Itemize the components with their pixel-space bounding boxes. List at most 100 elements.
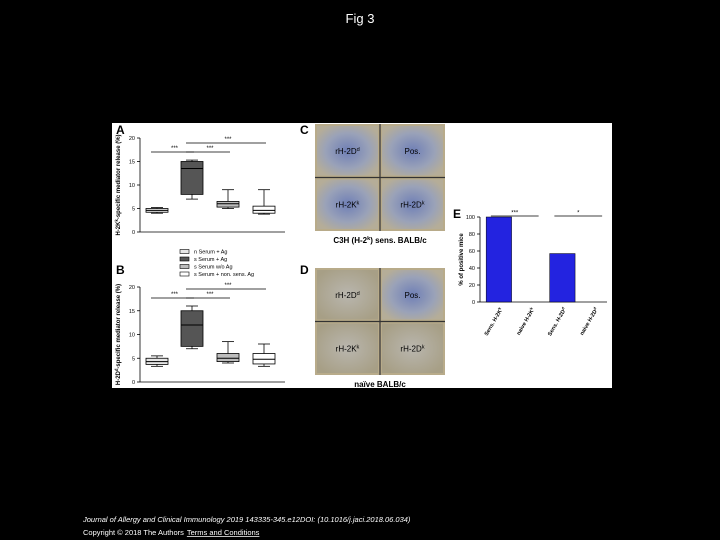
well-label-base: rH-2D (335, 147, 357, 156)
photo-caption-base: naïve BALB/c (354, 380, 406, 389)
y-tick-label: 0 (132, 380, 135, 386)
y-axis-label: % of positive mice (459, 233, 465, 286)
panel-label: D (300, 263, 309, 277)
well-label-base: Pos. (404, 291, 420, 300)
box (216, 353, 240, 362)
membrane-well (382, 323, 443, 373)
well-label-base: rH-2D (400, 344, 422, 353)
panel-label: E (453, 207, 461, 221)
bar (485, 216, 512, 303)
well-label: rH-2Dd (335, 291, 359, 300)
significance-label: *** (171, 146, 179, 152)
well-label: rH-2Kk (336, 200, 360, 209)
y-tick-label: 20 (469, 283, 475, 289)
copyright-text: Copyright © 2018 The Authors (83, 528, 184, 537)
box (180, 310, 204, 347)
well-label-base: rH-2D (400, 200, 422, 209)
legend-label: s Serum + Ag (194, 257, 227, 263)
membrane-well (317, 270, 378, 320)
well-label-base: rH-2K (336, 344, 358, 353)
box (252, 205, 276, 214)
well-label: Pos. (404, 147, 420, 156)
journal-citation: Journal of Allergy and Clinical Immunolo… (82, 515, 411, 524)
y-tick-label: 15 (129, 160, 135, 166)
legend-swatch (179, 264, 190, 269)
x-tick-label-sup: k (497, 306, 502, 311)
membrane-well (317, 323, 378, 373)
y-tick-label: 0 (472, 300, 475, 306)
membrane-well (382, 126, 443, 176)
y-tick-label: 10 (129, 333, 135, 339)
panel-label: C (300, 123, 309, 137)
legend-label: s Serum + non. sens. Ag (194, 272, 254, 278)
y-tick-label: 20 (129, 285, 135, 291)
well-label-base: rH-2D (335, 291, 357, 300)
legend-swatch (179, 249, 190, 254)
well-label-sup: k (422, 344, 425, 350)
y-axis-label-sup: k (114, 219, 119, 222)
terms-link[interactable]: Terms and Conditions (187, 528, 260, 537)
well-label-sup: k (357, 344, 360, 350)
photo-caption: C3H (H-2k) sens. BALB/c (333, 236, 427, 245)
copyright: Copyright © 2018 The Authors Terms and Co… (83, 528, 260, 537)
y-tick-label: 20 (129, 136, 135, 142)
well-label-base: rH-2K (336, 200, 358, 209)
y-tick-label: 10 (129, 183, 135, 189)
slide-title: Fig 3 (346, 11, 375, 26)
y-tick-label: 80 (469, 232, 475, 238)
y-axis-label-base: H-2D (116, 370, 122, 385)
photo-caption-base: C3H (H-2 (333, 236, 367, 245)
well-label-sup: k (422, 200, 425, 206)
significance-label: *** (224, 283, 232, 289)
well-label-sup: d (357, 291, 360, 297)
membrane-well (382, 270, 443, 320)
y-axis-label: H-2Kk-specific mediator release (%) (114, 134, 123, 235)
y-tick-label: 60 (469, 249, 475, 255)
membrane-well (382, 179, 443, 229)
y-axis-label: H-2Dd-specific mediator release (%) (114, 284, 123, 385)
y-axis-label-rest: -specific mediator release (%) (116, 284, 122, 369)
y-tick-label: 15 (129, 309, 135, 315)
significance-label: * (577, 211, 580, 217)
y-tick-label: 100 (466, 215, 475, 221)
panel-label: A (116, 123, 125, 137)
bar (549, 253, 576, 303)
y-tick-label: 5 (132, 356, 135, 362)
well-label: rH-2Dk (400, 344, 424, 353)
box (180, 161, 204, 195)
legend-swatch (179, 271, 190, 277)
well-label: rH-2Dk (400, 200, 424, 209)
y-tick-label: 5 (132, 207, 135, 213)
y-tick-label: 40 (469, 266, 475, 272)
significance-label: *** (206, 292, 214, 298)
x-tick-label-sup: d (593, 306, 598, 311)
well-label-base: Pos. (404, 147, 420, 156)
membrane-well (317, 179, 378, 229)
x-tick-label-sup: k (529, 306, 534, 311)
citation: Journal of Allergy and Clinical Immunolo… (82, 515, 411, 524)
membrane-well (317, 126, 378, 176)
well-label: rH-2Kk (336, 344, 360, 353)
significance-label: *** (206, 146, 214, 152)
y-axis-label-rest: -specific mediator release (%) (116, 134, 122, 219)
legend-swatch (179, 256, 190, 262)
x-tick-label-sup: d (561, 306, 566, 311)
legend-label: s Serum w/o Ag (194, 265, 233, 271)
well-label-sup: d (357, 147, 360, 153)
panel-label: B (116, 263, 125, 277)
photo-caption: naïve BALB/c (354, 380, 406, 389)
photo-caption-sup: k (367, 236, 371, 242)
well-label: Pos. (404, 291, 420, 300)
y-axis-label-base: H-2K (116, 221, 122, 236)
well-label: rH-2Dd (335, 147, 359, 156)
photo-caption-rest: ) sens. BALB/c (370, 236, 427, 245)
well-label-sup: k (357, 200, 360, 206)
y-tick-label: 0 (132, 230, 135, 236)
significance-label: *** (224, 137, 232, 143)
y-axis-label-sup: d (114, 368, 119, 371)
significance-label: *** (511, 211, 519, 217)
legend-label: n Serum + Ag (194, 250, 227, 256)
significance-label: *** (171, 292, 179, 298)
